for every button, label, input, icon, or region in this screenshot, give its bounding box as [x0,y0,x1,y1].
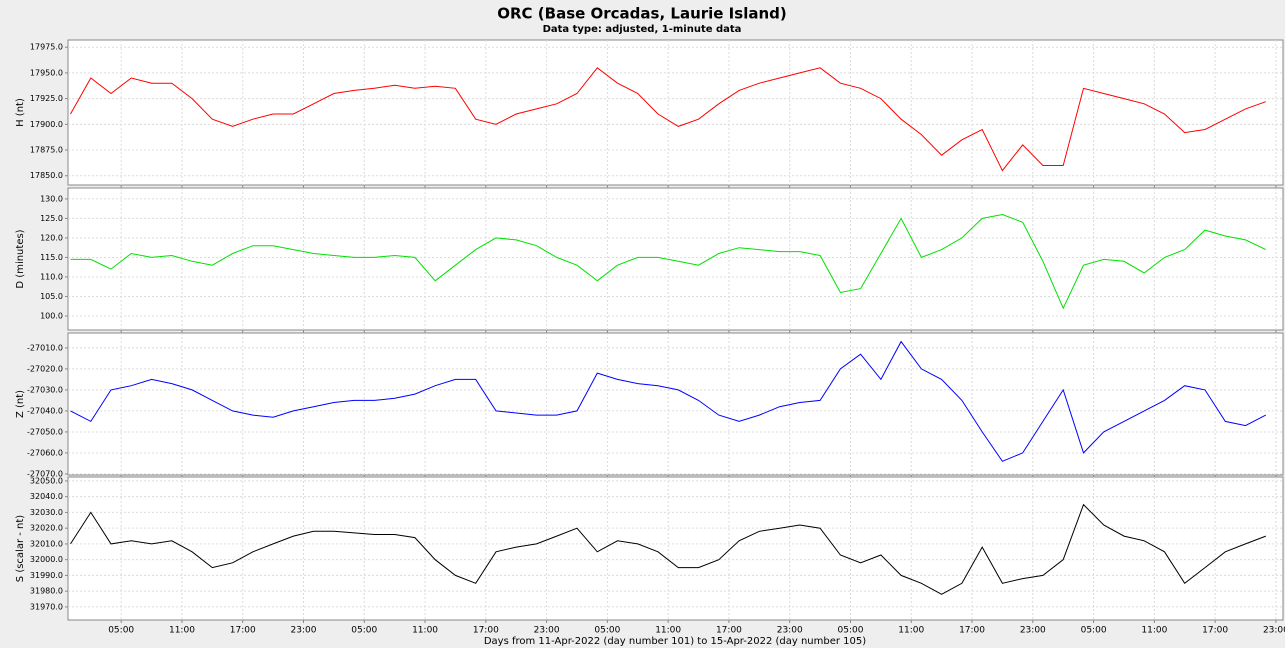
data-line [70,503,1266,595]
y-tick-label: 17925.0 [30,94,63,103]
y-tick-label: 17975.0 [30,43,63,52]
y-tick-label: 17875.0 [30,146,63,155]
plot-area [67,39,1284,186]
y-tick-label: 110.0 [40,272,63,281]
x-tick-label: 05:00 [594,626,620,636]
y-tick-label: 32020.0 [30,524,63,533]
y-tick-label: 32010.0 [30,539,63,548]
y-tick-label: -27070.0 [27,469,63,478]
chart-subtitle: Data type: adjusted, 1-minute data [543,24,742,35]
x-tick-label: 11:00 [169,626,195,636]
y-tick-label: -27040.0 [27,406,63,415]
y-tick-label: 17900.0 [30,120,63,129]
plot-area [67,332,1284,476]
x-tick-label: 23:00 [534,626,560,636]
y-tick-label: 105.0 [40,292,63,301]
x-tick-label: 11:00 [1141,626,1167,636]
y-axis-label: H (nt) [15,98,26,127]
x-tick-label: 05:00 [108,626,134,636]
x-tick-label: 17:00 [959,626,985,636]
x-tick-label: 11:00 [655,626,681,636]
data-line [70,340,1267,462]
y-tick-label: 120.0 [40,233,63,242]
x-axis-label: Days from 11-Apr-2022 (day number 101) t… [484,636,866,647]
y-tick-label: 31990.0 [30,571,63,580]
y-axis-label: S (scalar - nt) [15,515,26,583]
plot-area [67,187,1284,331]
y-tick-label: -27030.0 [27,385,63,394]
plot-area [67,476,1284,621]
y-tick-label: 125.0 [40,214,63,223]
x-tick-label: 23:00 [777,626,803,636]
y-tick-label: 17850.0 [30,171,63,180]
x-tick-label: 11:00 [898,626,924,636]
y-axis-label: D (minutes) [15,229,26,288]
y-tick-label: 100.0 [40,311,63,320]
x-tick-label: 05:00 [1081,626,1107,636]
data-line [70,67,1266,172]
x-tick-label: 17:00 [473,626,499,636]
y-tick-label: 32000.0 [30,555,63,564]
y-tick-label: 32050.0 [30,476,63,485]
y-tick-label: 31980.0 [30,587,63,596]
y-tick-label: -27020.0 [27,364,63,373]
y-axis-label: Z (nt) [15,390,26,418]
x-tick-label: 23:00 [291,626,317,636]
data-line [70,213,1267,310]
y-tick-label: 115.0 [40,253,63,262]
x-tick-label: 17:00 [1202,626,1228,636]
y-tick-label: -27010.0 [27,343,63,352]
x-tick-label: 23:00 [1020,626,1046,636]
x-tick-label: 17:00 [716,626,742,636]
chart-title: ORC (Base Orcadas, Laurie Island) [497,5,786,23]
x-tick-label: 05:00 [351,626,377,636]
x-tick-label: 11:00 [412,626,438,636]
x-tick-label: 05:00 [838,626,864,636]
x-tick-label: 17:00 [230,626,256,636]
y-tick-label: 17950.0 [30,68,63,77]
x-tick-label: 23:00 [1263,626,1285,636]
y-tick-label: -27050.0 [27,427,63,436]
y-tick-label: 31970.0 [30,602,63,611]
y-tick-label: 32040.0 [30,492,63,501]
y-tick-label: 130.0 [40,194,63,203]
y-tick-label: 32030.0 [30,508,63,517]
y-tick-label: -27060.0 [27,448,63,457]
